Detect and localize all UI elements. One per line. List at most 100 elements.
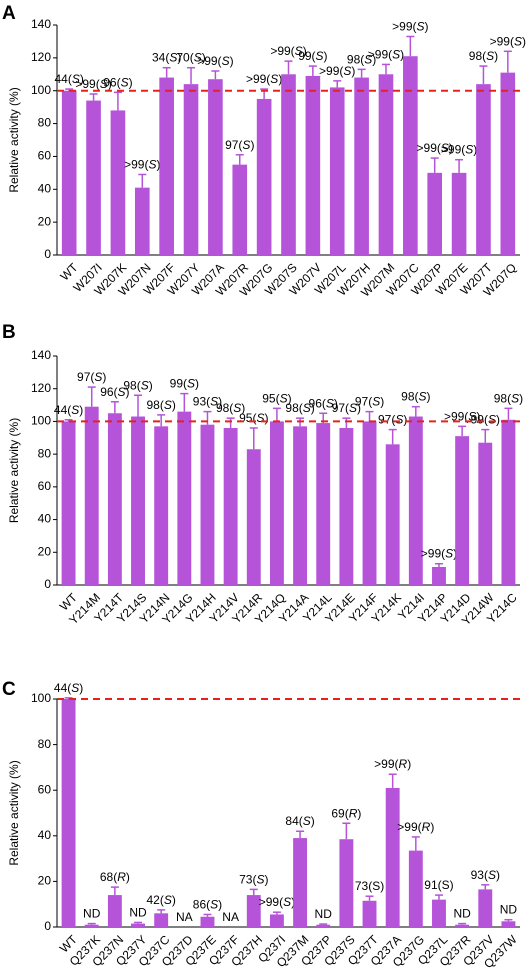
bar — [500, 72, 516, 256]
y-tick-label: 80 — [38, 116, 52, 130]
data-label: 97(S) — [77, 370, 106, 384]
data-label: 69(R) — [331, 806, 361, 820]
data-label: 97(S) — [355, 395, 384, 409]
data-label: 99(S) — [471, 413, 500, 427]
bar — [455, 436, 470, 585]
y-tick-label: 0 — [44, 919, 51, 933]
data-label: >99(S) — [319, 64, 355, 78]
bar — [501, 419, 516, 585]
y-tick-label: 0 — [44, 577, 51, 591]
data-label: 97(S) — [332, 401, 361, 415]
y-axis-label: Relative activity (%) — [7, 418, 21, 523]
data-label: ND — [83, 907, 101, 921]
bar — [451, 172, 467, 255]
data-label: 98(S) — [401, 390, 430, 404]
bar — [256, 98, 272, 255]
bar — [455, 924, 470, 927]
bar — [232, 164, 248, 255]
data-label: 99(S) — [170, 377, 199, 391]
data-label: >99(S) — [259, 895, 295, 909]
y-tick-label: 120 — [31, 50, 51, 64]
bar — [223, 427, 238, 585]
data-label: >99(R) — [374, 757, 411, 771]
bar — [200, 916, 215, 927]
bar — [329, 87, 345, 255]
bar — [403, 56, 418, 255]
bar — [183, 84, 199, 256]
bar — [385, 444, 400, 585]
bar — [269, 421, 284, 585]
bar — [362, 900, 377, 927]
bar — [316, 423, 331, 585]
y-tick-label: 60 — [38, 479, 52, 493]
y-tick-label: 40 — [38, 828, 52, 842]
data-label: 86(S) — [193, 897, 222, 911]
bar — [107, 413, 122, 585]
data-label: >99(S) — [444, 409, 480, 423]
data-label: ND — [500, 903, 518, 917]
bar — [432, 567, 446, 585]
data-label: 42(S) — [146, 893, 175, 907]
bar — [177, 411, 192, 585]
y-tick-label: 100 — [31, 83, 51, 97]
data-label: >99(R) — [397, 820, 434, 834]
data-label: 98(S) — [347, 52, 376, 66]
chart-panel-a: A 0 20 40 60 80 100 120 140 Relative activity (%)… — [2, 3, 526, 300]
bar — [110, 110, 126, 255]
bar — [84, 406, 99, 585]
data-label: 96(S) — [100, 385, 129, 399]
data-label: 96(S) — [103, 75, 132, 89]
bar — [131, 416, 145, 585]
y-tick-label: 0 — [44, 247, 51, 261]
bar — [61, 699, 76, 927]
data-label: 93(S) — [193, 395, 222, 409]
y-tick-label: 80 — [38, 446, 52, 460]
bar — [281, 74, 296, 256]
bar — [154, 913, 169, 927]
panel-letter: C — [2, 679, 16, 700]
bar — [501, 921, 516, 927]
data-label: >99(S) — [270, 44, 306, 58]
bar — [208, 79, 223, 255]
bar — [354, 77, 369, 255]
data-label: >99(S) — [490, 34, 526, 48]
data-label: 98(S) — [123, 378, 152, 392]
y-tick-label: 40 — [38, 181, 52, 195]
bar — [478, 889, 493, 927]
bar — [385, 787, 400, 927]
data-label: >99(S) — [421, 547, 457, 561]
data-label: 95(S) — [262, 391, 291, 405]
data-label: 98(S) — [216, 401, 245, 415]
data-label: 98(S) — [285, 401, 314, 415]
data-label: 84(S) — [285, 814, 314, 828]
y-tick-label: 80 — [38, 737, 52, 751]
bar — [432, 899, 446, 927]
data-label: >99(S) — [417, 141, 453, 155]
y-tick-label: 20 — [38, 874, 52, 888]
bar — [107, 895, 122, 927]
data-label: 98(S) — [146, 398, 175, 412]
data-label: 98(S) — [469, 49, 498, 63]
bar — [200, 424, 215, 585]
data-label: 91(S) — [424, 878, 453, 892]
data-label: 44(S) — [55, 72, 84, 86]
bar — [86, 100, 101, 255]
data-label: NA — [176, 910, 193, 924]
bar — [246, 895, 261, 927]
data-label: NA — [222, 910, 239, 924]
bar — [154, 426, 169, 585]
bar — [427, 172, 443, 255]
panel-letter: B — [2, 322, 16, 343]
data-label: >99(S) — [246, 72, 282, 86]
bar — [316, 924, 331, 927]
bar — [305, 75, 321, 255]
data-label: 99(S) — [298, 49, 327, 63]
bar — [131, 923, 145, 927]
bar — [84, 924, 99, 927]
y-axis-label: Relative activity (%) — [7, 87, 21, 192]
y-tick-label: 140 — [31, 17, 51, 31]
data-label: 95(S) — [239, 411, 268, 425]
bar — [159, 77, 174, 255]
bar — [61, 90, 77, 255]
bar — [293, 426, 308, 585]
